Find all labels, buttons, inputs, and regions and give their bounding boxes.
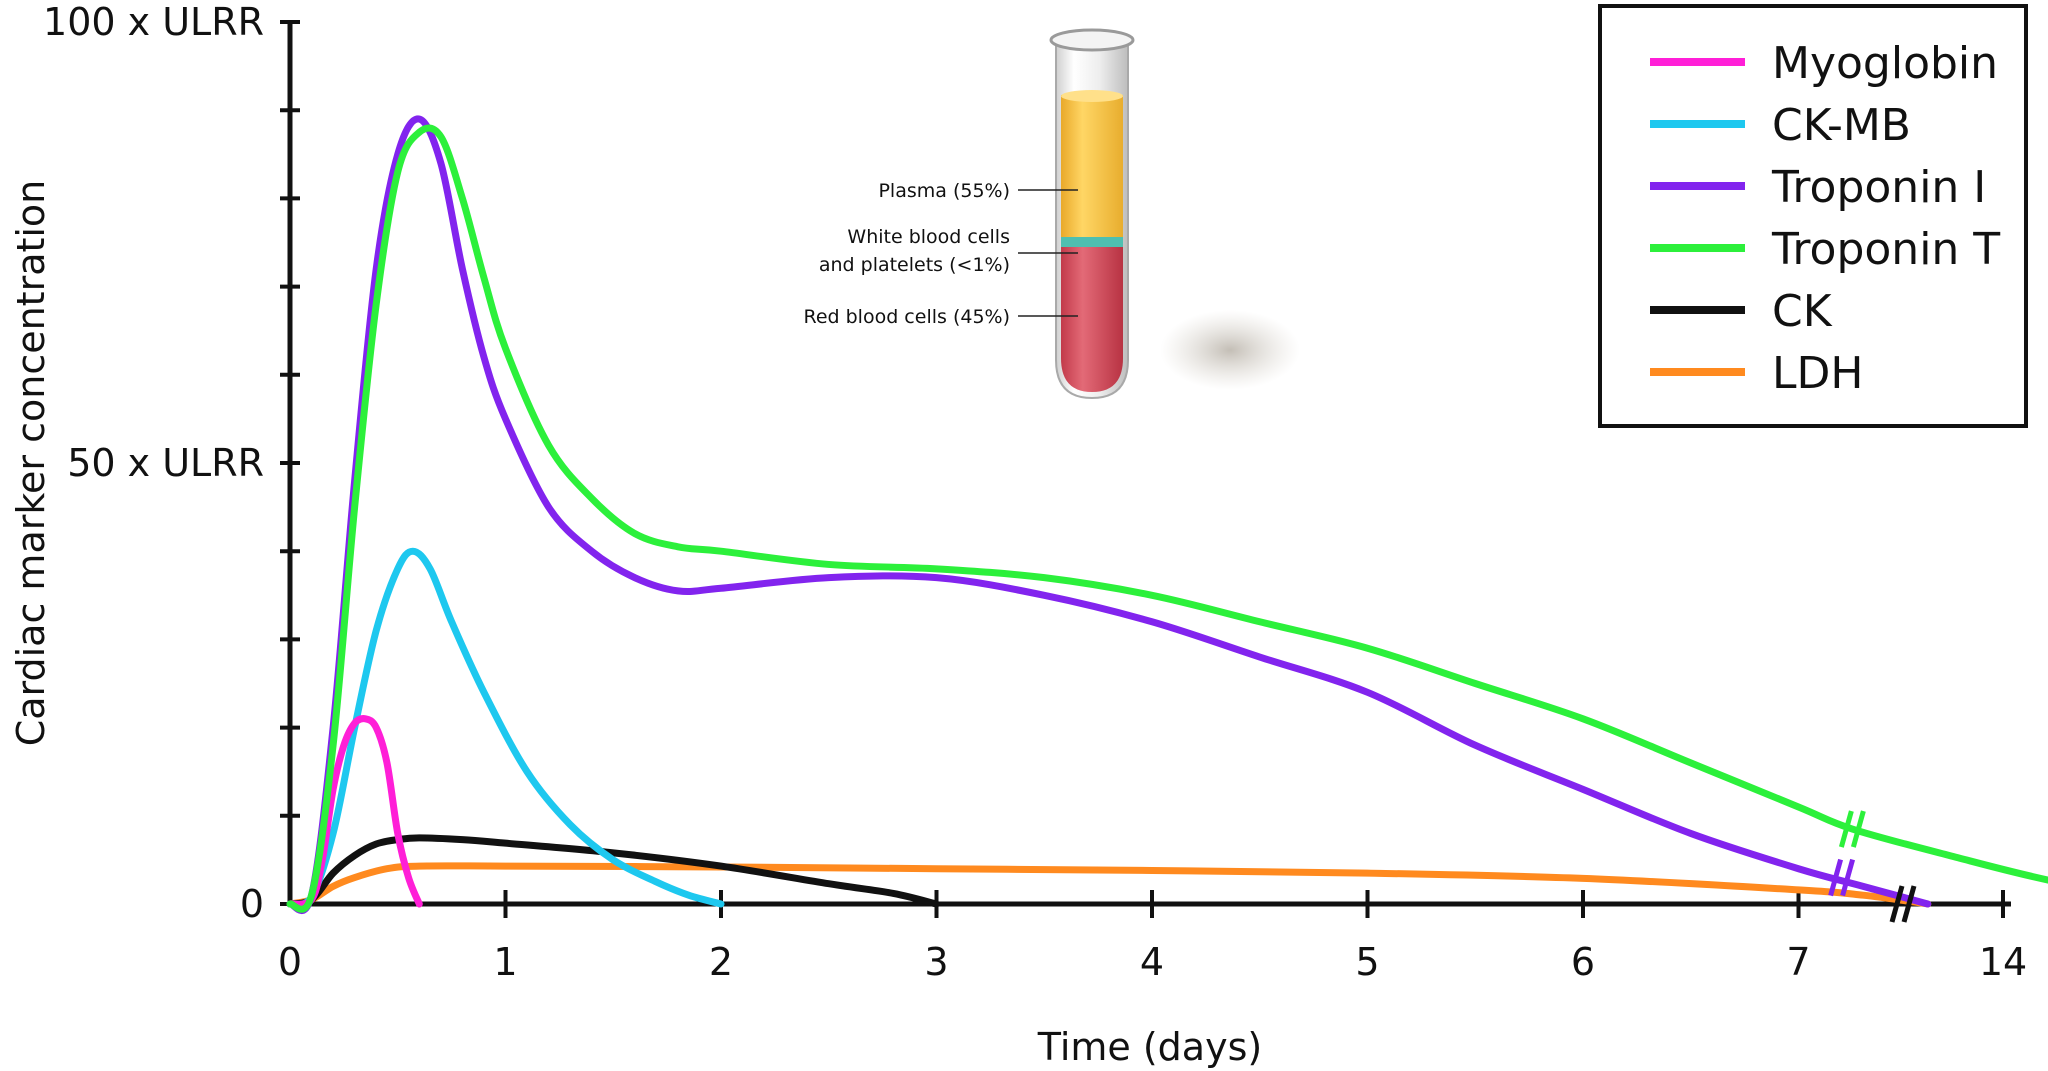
x-tick-label: 7: [1786, 940, 1810, 984]
series-line-ldh: [286, 862, 1932, 908]
tube-shadow: [1160, 310, 1300, 390]
wbc-label-line1: White blood cells: [847, 226, 1010, 248]
buffy-coat-layer: [1061, 237, 1123, 247]
break-mark-troponin-i: [1840, 858, 1856, 897]
legend-label: Myoglobin: [1772, 38, 1998, 89]
y-ticks: 0 50 x ULRR 100 x ULRR: [43, 0, 300, 926]
series-line-ck: [286, 834, 940, 908]
x-tick-label: 5: [1355, 940, 1379, 984]
break-mark-x-axis: [1901, 885, 1917, 923]
break-mark-troponin-i: [1828, 858, 1844, 897]
x-ticks: 0 1 2 3 4 5 6 7 14: [278, 890, 2027, 984]
rbc-label: Red blood cells (45%): [803, 306, 1010, 328]
break-marks: [1828, 810, 1917, 923]
series-line-troponin-t: [286, 124, 2048, 913]
break-mark-x-axis: [1889, 885, 1905, 923]
y-tick-label: 50 x ULRR: [67, 441, 264, 485]
legend-label: Troponin T: [1771, 224, 2000, 275]
plasma-label: Plasma (55%): [878, 180, 1010, 202]
wbc-label-line2: and platelets (<1%): [819, 254, 1010, 276]
tube-rim: [1049, 28, 1135, 52]
y-tick-label: 100 x ULRR: [43, 0, 264, 44]
x-tick-label: 14: [1979, 940, 2027, 984]
plasma-layer: [1061, 95, 1123, 240]
x-tick-label: 6: [1571, 940, 1595, 984]
x-tick-label: 2: [709, 940, 733, 984]
break-mark-troponin-t: [1838, 810, 1854, 848]
plasma-top: [1061, 90, 1123, 102]
legend: Myoglobin CK-MB Troponin I Troponin T CK LDH: [1598, 4, 2028, 428]
legend-label: LDH: [1772, 348, 1863, 399]
legend-label: Troponin I: [1771, 162, 1986, 213]
x-tick-label: 1: [493, 940, 517, 984]
legend-label: CK-MB: [1772, 100, 1911, 151]
legend-label: CK: [1772, 286, 1833, 337]
rbc-bottom: [1061, 344, 1123, 392]
y-tick-label: 0: [240, 882, 264, 926]
x-axis-title: Time (days): [1037, 1025, 1262, 1069]
series-layer: [286, 115, 2048, 915]
legend-box: [1598, 4, 2028, 428]
series-line-ck-mb: [286, 547, 725, 908]
break-mark-troponin-t: [1850, 810, 1866, 848]
x-tick-label: 4: [1140, 940, 1164, 984]
series-line-myoglobin: [286, 715, 423, 908]
legend-items: Myoglobin CK-MB Troponin I Troponin T CK LDH: [1650, 38, 2000, 399]
x-tick-label: 0: [278, 940, 302, 984]
y-axis-title: Cardiac marker concentration: [9, 180, 53, 747]
x-tick-label: 3: [924, 940, 948, 984]
rbc-layer: [1061, 246, 1123, 346]
blood-tube-illustration: Plasma (55%) White blood cells and plate…: [803, 28, 1300, 400]
series-line-troponin-i: [286, 115, 1932, 915]
